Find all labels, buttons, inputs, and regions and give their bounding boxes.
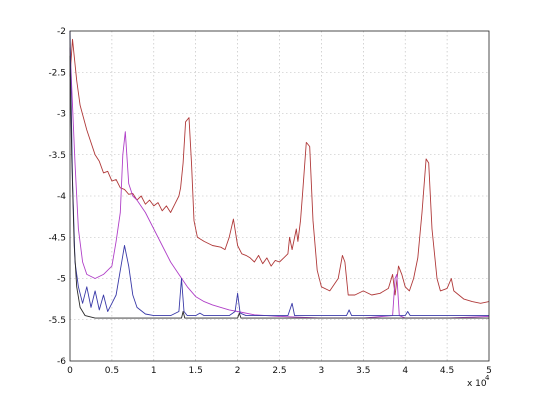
x-tick-label: 2 — [235, 366, 241, 376]
y-tick-label: -4 — [57, 192, 66, 202]
tick-labels: 0 0.5 1 1.5 2 2.5 3 3.5 4 4.5 5 -2 -2.5 -3 -3.5 -4 -4.5 -… — [48, 27, 491, 376]
x-tick-label: 5 — [486, 366, 492, 376]
series-line-1 — [69, 38, 490, 304]
series-line-2 — [69, 47, 490, 319]
series-group — [69, 30, 490, 319]
x-tick-label: 1.5 — [189, 366, 203, 376]
x-tick-label: 3 — [319, 366, 325, 376]
plot-area-frame — [69, 30, 490, 362]
y-tick-label: -3 — [57, 110, 66, 120]
x-tick-label: 1 — [151, 366, 157, 376]
y-tick-label: -2.5 — [48, 68, 66, 78]
x-tick-label: 4 — [402, 366, 408, 376]
y-tick-label: -2 — [57, 27, 66, 37]
series-line-3 — [69, 30, 489, 317]
y-tick-label: -5.5 — [48, 316, 66, 326]
y-tick-label: -3.5 — [48, 151, 66, 161]
series-line-4 — [69, 55, 489, 319]
x-tick-label: 2.5 — [272, 366, 286, 376]
x-axis-exponent-label: x 10 — [467, 379, 487, 389]
grid — [70, 31, 489, 361]
x-axis-exponent-power: 4 — [485, 374, 490, 382]
y-tick-label: -6 — [57, 357, 66, 367]
x-tick-label: 0.5 — [105, 366, 119, 376]
x-tick-label: 3.5 — [356, 366, 370, 376]
x-tick-label: 0 — [67, 366, 73, 376]
y-tick-label: -5 — [57, 275, 66, 285]
x-tick-label: 4.5 — [440, 366, 454, 376]
y-tick-label: -4.5 — [48, 233, 66, 243]
